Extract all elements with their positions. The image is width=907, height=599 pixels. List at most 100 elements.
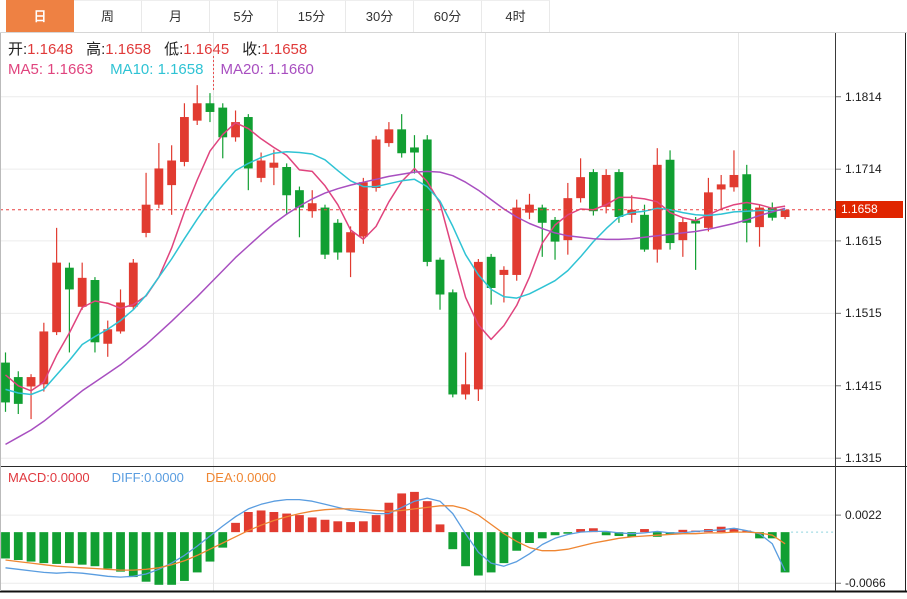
candle-body: [116, 302, 125, 332]
candle-body: [218, 107, 228, 138]
candle-body: [588, 172, 598, 212]
macd-hist-bar: [26, 532, 36, 562]
price-tick-label: 1.1315: [845, 451, 882, 466]
candle-body: [397, 129, 407, 154]
macd-hist-bar: [371, 515, 381, 533]
ma20-line: [5, 170, 786, 446]
price-tick-label: 1.1714: [845, 162, 882, 177]
macd-hist-bar: [295, 515, 304, 533]
dea-value: DEA:0.0000: [205, 470, 277, 485]
macd-hist-bar: [601, 532, 611, 536]
macd-readout: MACD:0.0000 DIFF:0.0000 DEA:0.0000: [8, 470, 298, 485]
candle-body: [576, 177, 585, 199]
macd-hist-bar: [473, 532, 483, 576]
candle-body: [512, 207, 522, 275]
macd-hist-bar: [729, 528, 739, 533]
macd-hist-bar: [180, 532, 189, 581]
candle-body: [192, 103, 202, 121]
tab-4hour[interactable]: 4时: [482, 0, 550, 32]
macd-hist-bar: [282, 513, 292, 533]
macd-hist-bar: [154, 532, 164, 585]
candle-body: [550, 219, 560, 242]
candle-body: [601, 174, 611, 207]
candle-body: [422, 139, 432, 262]
candle-body: [65, 267, 74, 290]
candle-body: [154, 168, 164, 205]
candle-body: [243, 117, 253, 169]
candle-body: [461, 384, 470, 395]
diff-value: DIFF:0.0000: [111, 470, 184, 485]
macd-hist-bar: [205, 532, 215, 562]
price-tick-label: 1.1615: [845, 233, 882, 248]
macd-hist-bar: [243, 512, 253, 533]
macd-hist-bar: [141, 532, 151, 582]
macd-hist-bar: [640, 529, 649, 533]
macd-hist-bar: [588, 528, 598, 533]
macd-hist-bar: [537, 532, 547, 539]
dea-line: [5, 505, 786, 571]
macd-hist-bar: [550, 532, 560, 536]
candle-body: [269, 162, 279, 168]
macd-hist-bar: [678, 529, 688, 533]
close-value: 1.1658: [261, 41, 308, 58]
tab-week[interactable]: 周: [74, 0, 142, 32]
candle-body: [614, 172, 624, 217]
candle-body: [320, 207, 330, 255]
candle-body: [307, 203, 317, 212]
tab-5min[interactable]: 5分: [210, 0, 278, 32]
candle-body: [665, 159, 675, 244]
candle-body: [346, 232, 355, 253]
macd-hist-bar: [422, 501, 432, 533]
macd-hist-bar: [358, 521, 368, 533]
macd-hist-bar: [167, 532, 177, 585]
candle-body: [128, 262, 138, 307]
candle-body: [167, 160, 177, 186]
macd-hist-bar: [320, 519, 330, 533]
open-value: 1.1648: [27, 41, 74, 58]
tab-60min[interactable]: 60分: [414, 0, 482, 32]
macd-tick-label: 0.0022: [845, 508, 882, 523]
ma-readout: MA5: 1.1663 MA10: 1.1658 MA20: 1.1660: [8, 61, 331, 78]
macd-hist-bar: [384, 502, 394, 533]
macd-hist-bar: [486, 532, 496, 573]
macd-hist-bar: [755, 532, 764, 539]
open-label: 开:: [8, 41, 28, 58]
ohlc-readout: 开:1.1648 高:1.1658 低:1.1645 收:1.1658: [8, 38, 320, 59]
candle-body: [780, 209, 790, 217]
candle-body: [256, 160, 266, 178]
close-label: 收:: [242, 41, 262, 58]
tab-month[interactable]: 月: [142, 0, 210, 32]
macd-hist-bar: [448, 532, 458, 550]
candle-body: [486, 256, 496, 288]
tab-15min[interactable]: 15分: [278, 0, 346, 32]
high-value: 1.1658: [105, 41, 152, 58]
macd-hist-bar: [346, 522, 355, 533]
candle-body: [691, 220, 701, 224]
candle-body: [358, 182, 368, 237]
candle-body: [499, 269, 509, 275]
candle-body: [652, 164, 662, 250]
candle-body: [716, 184, 726, 190]
macd-tick-label: -0.0066: [845, 576, 886, 591]
macd-hist-bar: [461, 532, 470, 567]
ma10-line: [5, 151, 786, 396]
macd-hist-bar: [780, 532, 790, 573]
macd-hist-bar: [742, 530, 752, 533]
ma10-value: MA10: 1.1658: [110, 61, 204, 78]
candle-body: [435, 259, 445, 295]
macd-hist-bar: [652, 532, 662, 537]
tab-day[interactable]: 日: [6, 0, 74, 32]
candle-body: [180, 117, 189, 162]
ma5-line: [5, 122, 786, 392]
macd-hist-bar: [525, 532, 534, 543]
candle-body: [103, 329, 113, 344]
macd-hist-bar: [128, 532, 138, 578]
price-tick-label: 1.1415: [845, 378, 882, 393]
tab-30min[interactable]: 30分: [346, 0, 414, 32]
candle-body: [26, 377, 36, 387]
low-value: 1.1645: [183, 41, 230, 58]
candle-body: [563, 198, 573, 241]
macd-hist-bar: [39, 532, 49, 564]
macd-value: MACD:0.0000: [8, 470, 90, 485]
candle-body: [231, 122, 240, 138]
